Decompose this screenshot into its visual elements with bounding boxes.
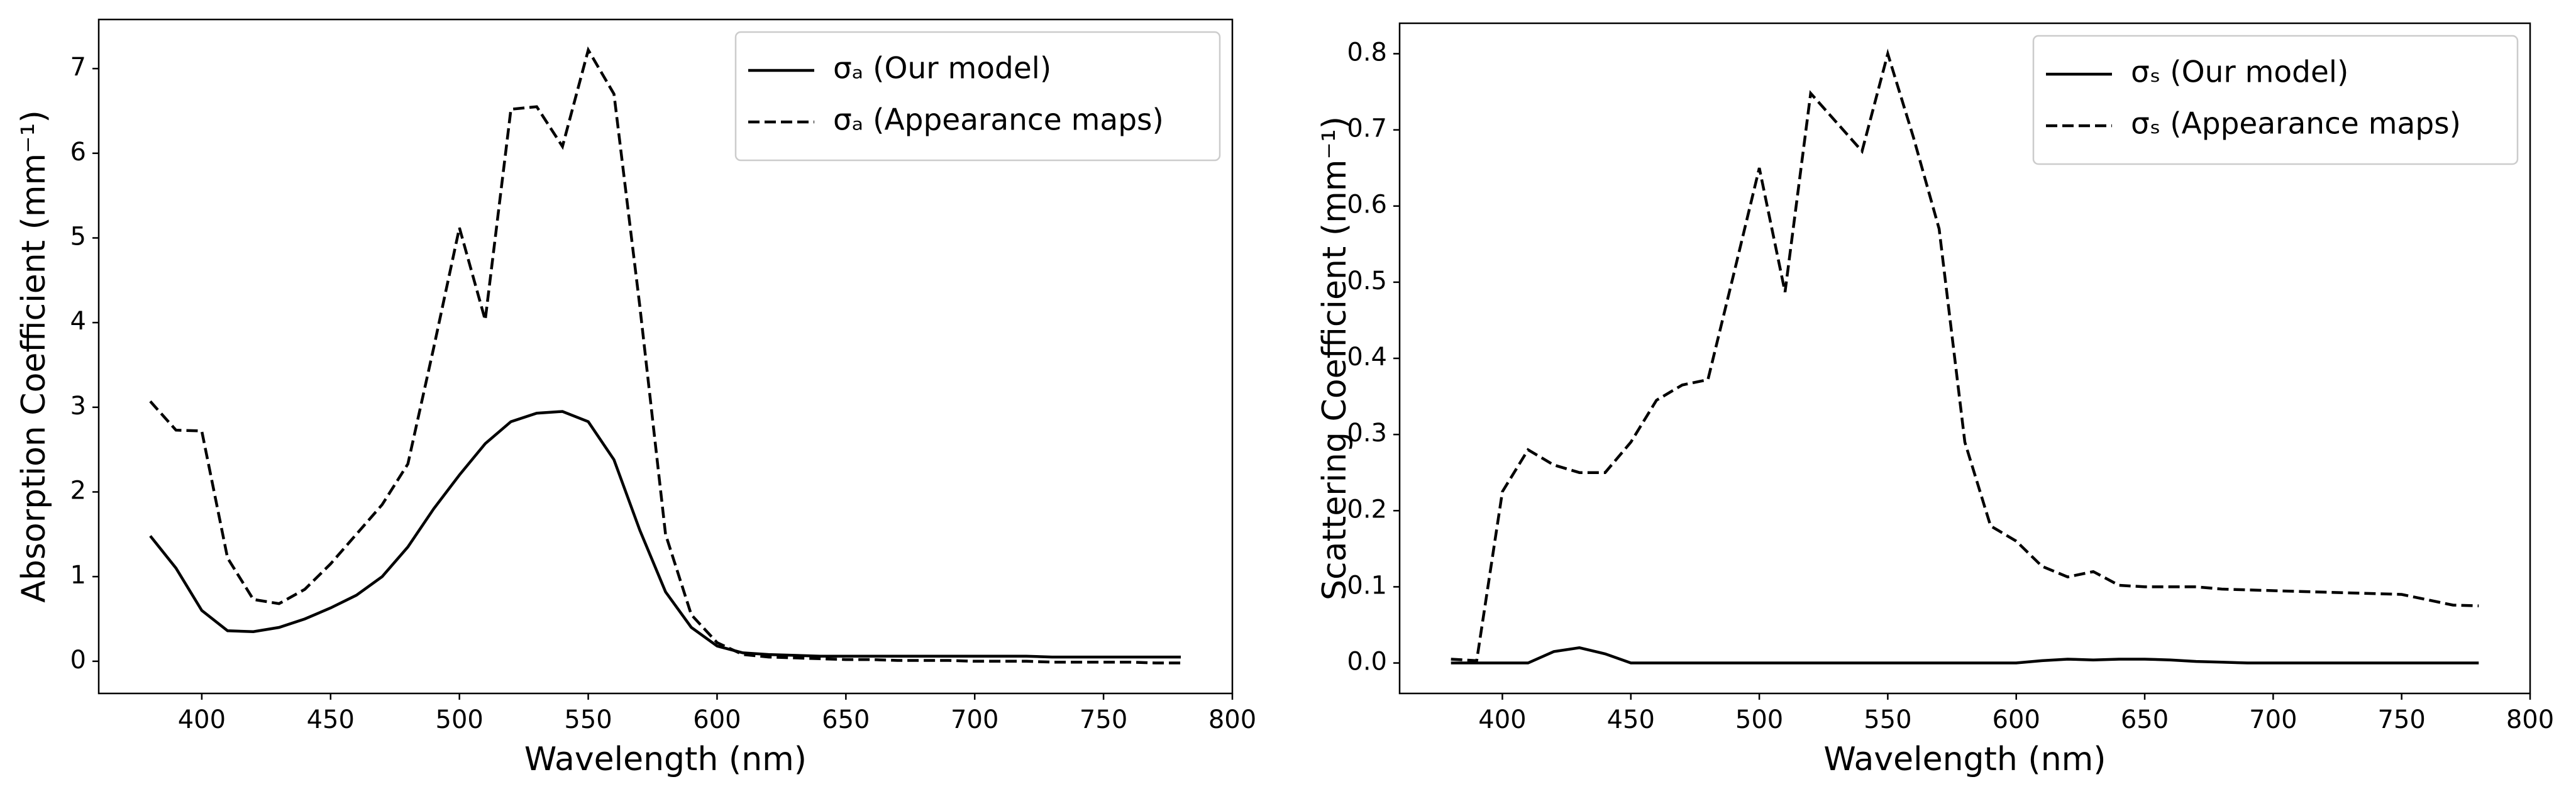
x-tick-label: 400 [1478,705,1526,734]
y-tick-label: 0.1 [1347,571,1387,600]
y-tick-label: 0.0 [1347,648,1387,676]
chart-panel: 400 450 500 550 600 650 700 750 800 0 1 2 3 4 5 6 7 Wavel… [15,18,1256,778]
legend-label: σₐ (Our model) [833,52,1051,86]
x-axis-label: Wavelength (nm) [1823,741,2106,778]
legend-label: σₛ (Appearance maps) [2131,107,2461,141]
legend-box [734,31,1221,162]
x-tick-label: 500 [1735,705,1783,734]
x-tick-label: 600 [693,705,741,734]
legend: σₛ (Our model) σₛ (Appearance maps) [2032,35,2519,165]
y-tick-label: 0.2 [1347,495,1387,524]
x-tick-label: 750 [2378,705,2426,734]
legend-label: σₐ (Appearance maps) [833,103,1164,138]
y-tick-label: 0.8 [1347,38,1387,67]
y-tick-label: 0.3 [1347,419,1387,448]
x-tick-label: 800 [1208,705,1256,734]
legend-box [2032,35,2519,165]
data-line [149,410,1181,659]
x-tick-label: 750 [1080,705,1127,734]
x-tick-label: 500 [436,705,484,734]
y-tick-label: 3 [70,392,86,421]
chart-panel: 400 450 500 550 600 650 700 750 800 0.0 0.1 0.2 0.3 0… [1316,22,2554,778]
y-axis-label: Scattering Coefficient (mm⁻¹) [1316,116,1354,600]
y-tick-label: 1 [70,561,86,590]
y-axis-label: Absorption Coefficient (mm⁻¹) [15,110,53,602]
y-tick-label: 0.7 [1347,114,1387,143]
data-line [149,46,1181,665]
x-tick-label: 650 [822,705,870,734]
y-tick-label: 2 [70,476,86,505]
x-tick-label: 700 [951,705,998,734]
y-tick-label: 5 [70,222,86,251]
x-tick-label: 700 [2249,705,2297,734]
x-tick-label: 600 [1993,705,2040,734]
x-tick-label: 800 [2506,705,2554,734]
legend-label: σₛ (Our model) [2131,55,2348,90]
data-line [1451,48,2479,663]
x-tick-label: 450 [1607,705,1655,734]
y-tick-label: 7 [70,53,86,82]
y-tick-label: 0.4 [1347,343,1387,372]
plot-frame [1398,22,2531,695]
x-axis-label: Wavelength (nm) [524,741,807,778]
y-tick-label: 6 [70,138,86,167]
y-tick-label: 0 [70,646,86,675]
y-tick-label: 4 [70,307,86,336]
data-line [1451,646,2479,665]
x-tick-label: 400 [178,705,226,734]
x-tick-label: 450 [307,705,355,734]
y-tick-label: 0.6 [1347,190,1387,219]
x-tick-label: 650 [2121,705,2169,734]
y-tick-label: 0.5 [1347,267,1387,295]
plot-frame [97,18,1234,695]
x-tick-label: 550 [564,705,612,734]
legend: σₐ (Our model) σₐ (Appearance maps) [734,31,1221,162]
x-tick-label: 550 [1864,705,1911,734]
